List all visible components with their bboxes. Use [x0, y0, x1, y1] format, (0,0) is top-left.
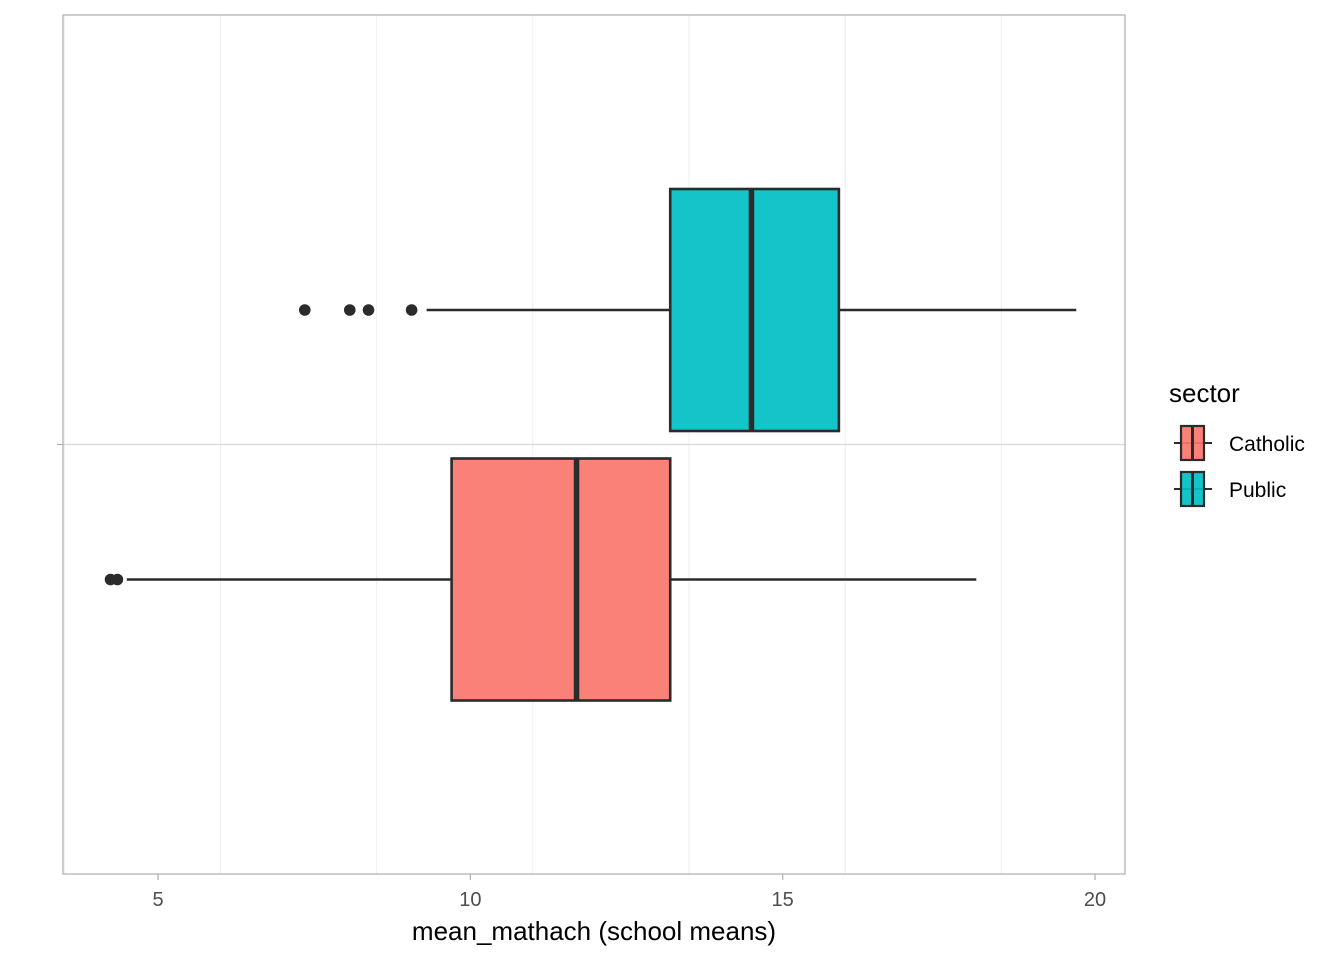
- grid-lines: [63, 15, 1125, 874]
- iqr-box: [668, 187, 841, 433]
- outlier-point: [405, 304, 418, 316]
- x-axis-title: mean_mathach (school means): [412, 916, 776, 946]
- outlier-point: [343, 304, 356, 316]
- x-tick-label: 10: [459, 889, 481, 911]
- box-public: [298, 187, 1077, 433]
- boxplot-marks: [104, 187, 1077, 702]
- iqr-box: [450, 457, 672, 702]
- legend-key-catholic: Catholic: [1174, 424, 1305, 462]
- box-catholic: [104, 457, 977, 702]
- outlier-point: [298, 304, 311, 316]
- legend-title: sector: [1169, 378, 1240, 408]
- x-tick-label: 15: [772, 889, 794, 911]
- outlier-point: [111, 573, 124, 586]
- legend-keys: Catholic Public: [1174, 424, 1305, 508]
- outlier-point: [362, 304, 375, 316]
- legend: sector Catholic Public: [1169, 378, 1305, 508]
- legend-key-public: Public: [1174, 470, 1286, 508]
- x-tick-label: 20: [1084, 889, 1106, 911]
- legend-label: Public: [1229, 479, 1286, 502]
- x-axis: 5 10 15 20: [152, 874, 1106, 911]
- x-tick-label: 5: [152, 889, 163, 911]
- legend-label: Catholic: [1229, 433, 1305, 456]
